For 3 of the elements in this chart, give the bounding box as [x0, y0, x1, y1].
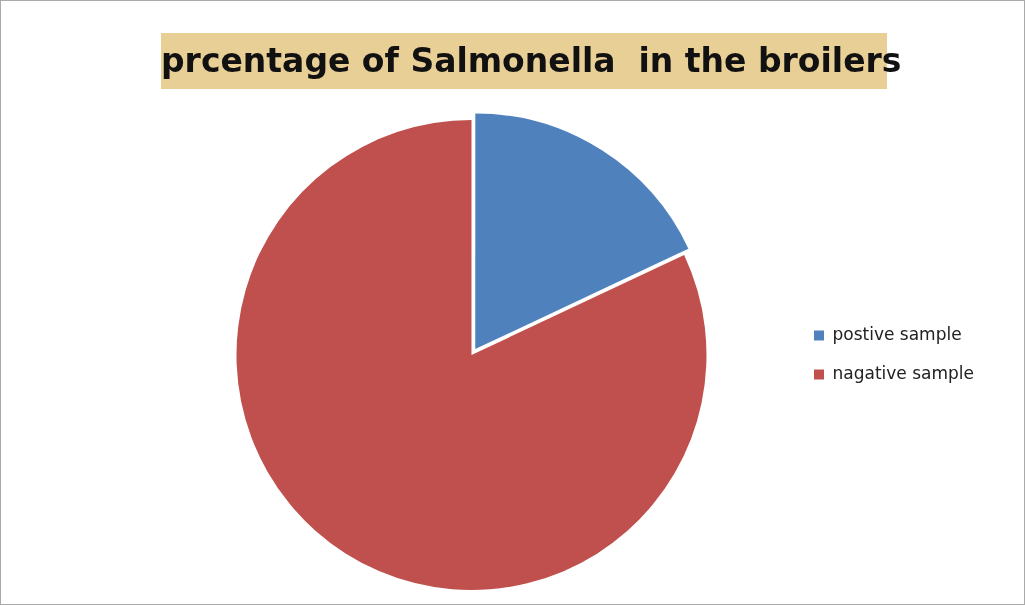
- legend-label: postive sample: [832, 323, 962, 344]
- chart-title: prcentage of Salmonella in the broilers: [161, 40, 902, 82]
- legend-label: nagative sample: [832, 362, 975, 383]
